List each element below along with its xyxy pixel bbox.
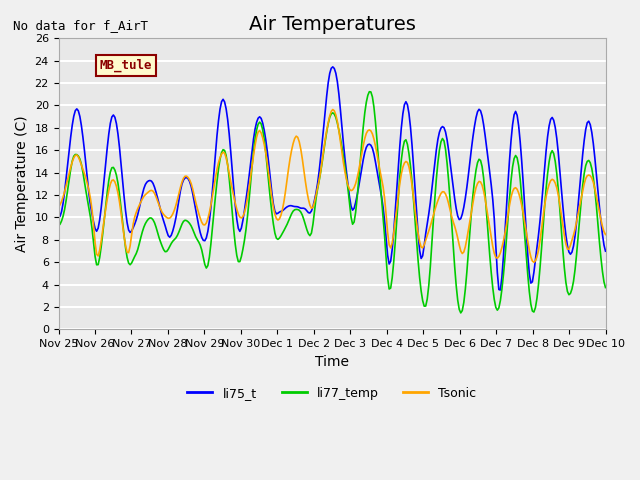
Tsonic xyxy=(574,211,582,217)
Tsonic xyxy=(236,214,244,220)
Tsonic xyxy=(218,151,225,157)
li75_t xyxy=(245,174,253,180)
li75_t xyxy=(497,287,504,293)
li77_temp xyxy=(574,235,582,240)
li75_t xyxy=(236,228,244,234)
li75_t xyxy=(122,208,129,214)
X-axis label: Time: Time xyxy=(315,355,349,369)
Tsonic xyxy=(122,243,129,249)
li75_t xyxy=(294,204,301,210)
li75_t xyxy=(218,99,225,105)
li77_temp xyxy=(218,150,225,156)
li77_temp xyxy=(602,285,609,290)
Tsonic xyxy=(602,232,609,238)
li77_temp xyxy=(236,259,244,264)
Tsonic xyxy=(294,134,301,140)
li77_temp xyxy=(457,310,465,316)
li77_temp xyxy=(122,245,129,251)
Tsonic xyxy=(329,107,337,112)
Text: MB_tule: MB_tule xyxy=(100,59,152,72)
li75_t xyxy=(329,64,337,70)
Text: No data for f_AirT: No data for f_AirT xyxy=(13,19,148,32)
Line: li75_t: li75_t xyxy=(58,67,605,290)
Tsonic xyxy=(245,185,253,191)
Tsonic xyxy=(54,204,62,210)
li75_t xyxy=(54,215,62,221)
Legend: li75_t, li77_temp, Tsonic: li75_t, li77_temp, Tsonic xyxy=(182,382,481,405)
li77_temp xyxy=(365,89,373,95)
li77_temp xyxy=(245,198,253,204)
Line: Tsonic: Tsonic xyxy=(58,109,605,262)
Line: li77_temp: li77_temp xyxy=(58,92,605,313)
Y-axis label: Air Temperature (C): Air Temperature (C) xyxy=(15,116,29,252)
li75_t xyxy=(602,248,609,254)
li75_t xyxy=(574,203,582,209)
li77_temp xyxy=(54,223,62,229)
li77_temp xyxy=(294,207,301,213)
Tsonic xyxy=(530,259,538,265)
Title: Air Temperatures: Air Temperatures xyxy=(248,15,415,34)
